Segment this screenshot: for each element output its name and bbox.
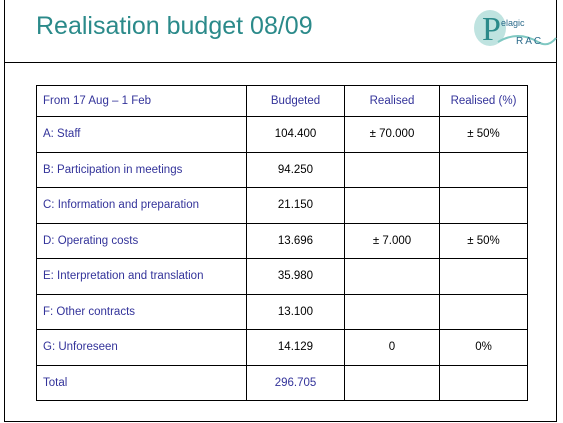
title-rule — [4, 62, 557, 63]
table-cell: A: Staff — [36, 116, 247, 153]
budget-table: From 17 Aug – 1 Feb Budgeted Realised Reali… — [36, 85, 528, 401]
table-cell: D: Operating costs — [36, 222, 247, 259]
table-cell: 14.129 — [246, 329, 345, 366]
table-row: Total 296.705 — [36, 364, 528, 401]
table-cell: 104.400 — [246, 116, 345, 153]
table-cell — [439, 151, 528, 188]
table-cell: 13.696 — [246, 222, 345, 259]
table-cell: G: Unforeseen — [36, 329, 247, 366]
table-cell: ± 50% — [439, 116, 528, 153]
table-row: From 17 Aug – 1 Feb Budgeted Realised Reali… — [36, 85, 528, 117]
table-row: F: Other contracts 13.100 — [36, 293, 528, 330]
logo-shape — [474, 10, 506, 46]
logo: P elagic RAC — [474, 10, 557, 48]
logo-subtext: RAC — [516, 36, 543, 47]
table-cell: F: Other contracts — [36, 293, 247, 330]
table-cell: ± 50% — [439, 222, 528, 259]
logo-wave — [497, 35, 557, 46]
table-cell: 35.980 — [246, 258, 345, 295]
table-cell: E: Interpretation and translation — [36, 258, 247, 295]
table-cell: 94.250 — [246, 151, 345, 188]
table-cell: From 17 Aug – 1 Feb — [36, 85, 247, 117]
table-cell: 296.705 — [246, 364, 345, 401]
table-cell — [344, 187, 440, 224]
table-row: A: Staff 104.400 ± 70.000 ± 50% — [36, 116, 528, 153]
table-cell: ± 7.000 — [344, 222, 440, 259]
table-cell: 13.100 — [246, 293, 345, 330]
table-cell: Total — [36, 364, 247, 401]
table-cell — [439, 364, 528, 401]
table-cell: Realised — [344, 85, 440, 117]
table-cell: 0 — [344, 329, 440, 366]
table-cell — [439, 293, 528, 330]
table-row: C: Information and preparation 21.150 — [36, 187, 528, 224]
table-cell: B: Participation in meetings — [36, 151, 247, 188]
table-cell: Realised (%) — [439, 85, 528, 117]
table-cell — [344, 293, 440, 330]
table-row: B: Participation in meetings 94.250 — [36, 151, 528, 188]
slide-frame — [4, 0, 557, 422]
table-row: G: Unforeseen 14.129 0 0% — [36, 329, 528, 366]
table-cell — [344, 151, 440, 188]
table-cell: C: Information and preparation — [36, 187, 247, 224]
table-cell: ± 70.000 — [344, 116, 440, 153]
logo-letter: P — [482, 11, 501, 48]
logo-text: elagic — [501, 18, 525, 28]
table-cell — [439, 258, 528, 295]
table-row: D: Operating costs 13.696 ± 7.000 ± 50% — [36, 222, 528, 259]
table-cell — [344, 364, 440, 401]
table-cell: Budgeted — [246, 85, 345, 117]
slide-title: Realisation budget 08/09 — [36, 12, 313, 40]
table-cell: 0% — [439, 329, 528, 366]
table-cell — [439, 187, 528, 224]
table-cell: 21.150 — [246, 187, 345, 224]
table-row: E: Interpretation and translation 35.980 — [36, 258, 528, 295]
table-cell — [344, 258, 440, 295]
